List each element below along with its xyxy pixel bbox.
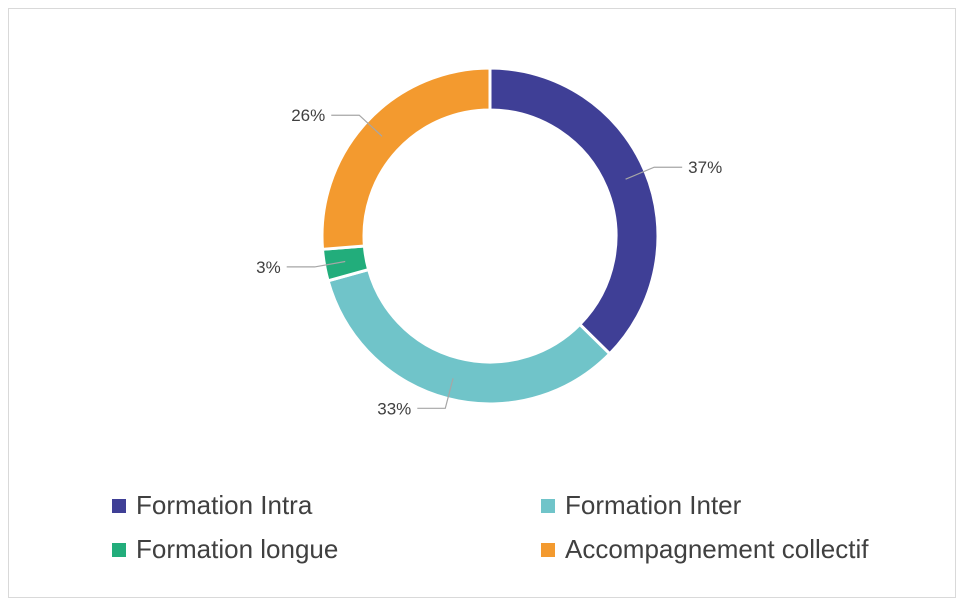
slice-accompagnement-collectif <box>320 66 492 251</box>
legend-item-formation-inter: Formation Inter <box>541 490 741 521</box>
leader-line-formation-inter <box>417 378 454 409</box>
data-label-formation-longue: 3% <box>256 258 281 277</box>
legend-swatch-accompagnement-collectif <box>541 542 555 557</box>
slice-formation-intra <box>488 66 660 356</box>
leader-line-formation-longue <box>286 260 346 268</box>
legend-label-formation-intra: Formation Intra <box>136 490 313 520</box>
donut-slices <box>320 66 660 406</box>
data-label-accompagnement-collectif: 26% <box>291 106 325 125</box>
slice-formation-inter <box>326 267 612 406</box>
legend-swatch-formation-inter <box>541 498 555 513</box>
legend-label-formation-longue: Formation longue <box>136 534 339 564</box>
legend-label-accompagnement-collectif: Accompagnement collectif <box>565 534 869 564</box>
leader-lines <box>286 114 683 409</box>
data-label-formation-inter: 33% <box>377 399 411 418</box>
legend-label-formation-inter: Formation Inter <box>565 490 742 520</box>
data-label-formation-intra: 37% <box>688 158 722 177</box>
legend-swatch-formation-intra <box>112 498 126 513</box>
donut-chart: 37% 33% 3% 26% <box>256 66 722 418</box>
data-labels: 37% 33% 3% 26% <box>256 106 722 418</box>
leader-line-accompagnement-collectif <box>331 114 383 137</box>
legend-item-formation-longue: Formation longue <box>112 534 338 565</box>
legend-item-formation-intra: Formation Intra <box>112 490 312 521</box>
leader-line-formation-intra <box>625 166 683 180</box>
legend-item-accompagnement-collectif: Accompagnement collectif <box>541 534 868 565</box>
legend-swatch-formation-longue <box>112 542 126 557</box>
